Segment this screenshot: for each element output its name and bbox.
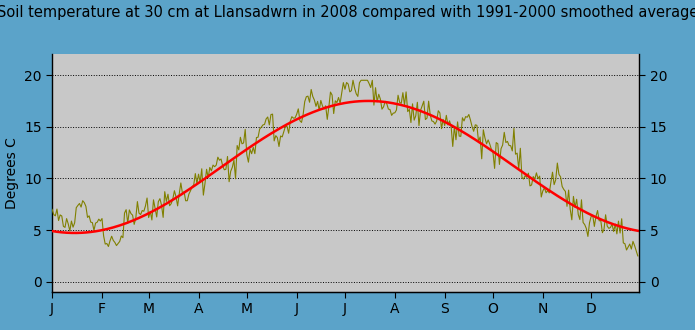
Y-axis label: Degrees C: Degrees C: [5, 137, 19, 209]
Text: Soil temperature at 30 cm at Llansadwrn in 2008 compared with 1991-2000 smoothed: Soil temperature at 30 cm at Llansadwrn …: [0, 5, 695, 20]
